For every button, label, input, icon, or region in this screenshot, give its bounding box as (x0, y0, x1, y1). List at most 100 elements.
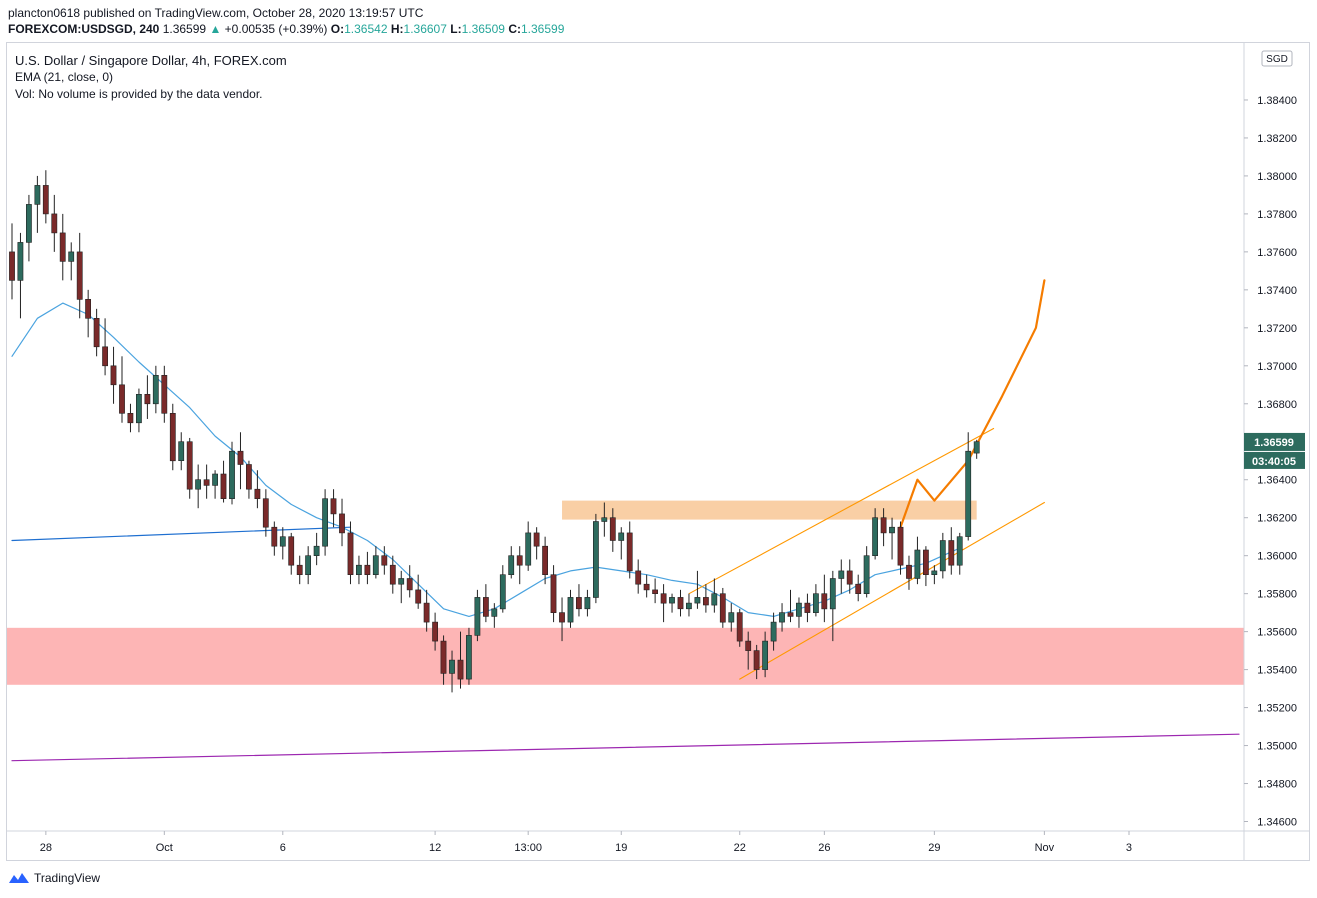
candle-down (533, 532, 540, 547)
candle-down (643, 583, 650, 591)
candle-down (457, 659, 464, 680)
candle-down (127, 412, 134, 424)
x-tick-label: 28 (40, 842, 52, 854)
candle-down (381, 555, 388, 566)
candle-down (59, 232, 66, 262)
candle-down (186, 441, 193, 490)
candle-down (246, 464, 252, 490)
candle-down (169, 412, 176, 462)
legend-ema[interactable]: EMA (21, close, 0) (15, 70, 114, 84)
candle-up (931, 570, 938, 576)
candle-up (305, 555, 311, 576)
candle-down (922, 549, 929, 576)
candle-down (144, 393, 151, 405)
y-tick-label: 1.35600 (1257, 627, 1297, 639)
close-label: C: (508, 22, 521, 36)
resistance-zone (562, 500, 977, 520)
low-label: L: (450, 22, 462, 36)
legend-volume[interactable]: Vol: No volume is provided by the data v… (15, 87, 263, 101)
x-tick-label: 13:00 (514, 842, 542, 854)
y-tick-label: 1.34800 (1257, 779, 1297, 791)
y-tick-label: 1.37400 (1257, 285, 1297, 297)
candle-down (220, 473, 227, 500)
candle-up (499, 574, 506, 610)
candle-up (508, 555, 515, 576)
candle-up (669, 597, 675, 604)
candle-up (889, 526, 895, 534)
candle-down (542, 545, 548, 576)
candle-down (559, 612, 565, 623)
y-tick-label: 1.35400 (1257, 665, 1297, 677)
candle-up (584, 597, 591, 610)
x-tick-label: 26 (818, 842, 830, 854)
symbol-label[interactable]: FOREXCOM:USDSGD, 240 (8, 22, 160, 36)
y-tick-label: 1.38400 (1257, 95, 1297, 107)
candle-down (787, 612, 794, 617)
candle-up (838, 570, 845, 579)
candle-down (364, 564, 371, 576)
candle-down (85, 298, 91, 319)
y-tick-label: 1.36200 (1257, 513, 1297, 525)
change-text: +0.00535 (+0.39%) (224, 22, 328, 36)
candle-up (313, 545, 320, 557)
candle-up (829, 578, 836, 610)
candle-down (51, 213, 58, 234)
y-tick-label: 1.37800 (1257, 209, 1297, 221)
candle-down (237, 450, 244, 465)
candle-down (855, 583, 862, 595)
candle-up (863, 555, 870, 595)
candle-up (398, 578, 405, 585)
candle-up (592, 521, 599, 598)
candle-up (322, 498, 328, 547)
candle-down (804, 602, 811, 613)
candle-down (339, 513, 345, 534)
countdown-badge (1244, 451, 1305, 469)
candle-up (618, 532, 625, 541)
change-arrow-icon: ▲ (209, 22, 222, 36)
candle-up (25, 204, 32, 243)
candle-down (42, 185, 49, 215)
legend-title[interactable]: U.S. Dollar / Singapore Dollar, 4h, FORE… (15, 53, 287, 68)
y-tick-label: 1.35200 (1257, 703, 1297, 715)
candle-down (897, 526, 904, 566)
candle-up (711, 593, 718, 606)
candle-down (482, 597, 489, 617)
candle-down (575, 597, 582, 610)
y-tick-label: 1.36000 (1257, 551, 1297, 563)
candle-up (956, 536, 963, 566)
channel-upper-line (688, 427, 995, 595)
y-tick-label: 1.38200 (1257, 133, 1297, 145)
candle-down (719, 593, 726, 623)
candle-up (465, 635, 472, 680)
candle-down (119, 384, 125, 414)
candle-down (516, 555, 523, 566)
candle-up (914, 549, 921, 579)
candle-down (948, 540, 955, 566)
open-value: 1.36542 (344, 22, 388, 36)
candle-down (288, 536, 295, 566)
x-tick-label: Oct (156, 842, 173, 854)
candle-up (34, 185, 41, 205)
low-value: 1.36509 (461, 22, 505, 36)
candle-up (491, 608, 498, 617)
candle-down (76, 251, 83, 300)
candle-down (736, 612, 743, 642)
candle-down (652, 589, 658, 595)
candle-down (906, 564, 912, 579)
tradingview-logo-icon (9, 873, 29, 883)
footer-brand[interactable]: TradingView (8, 871, 100, 885)
candle-down (389, 564, 396, 585)
open-label: O: (330, 22, 345, 36)
purple-trendline (11, 733, 1240, 762)
candle-up (229, 450, 235, 500)
candle-up (762, 640, 768, 670)
candle-down (626, 532, 633, 572)
candle-down (271, 526, 278, 547)
candle-up (779, 612, 785, 623)
close-value: 1.36599 (520, 22, 565, 36)
footer-brand-text: TradingView (34, 871, 101, 885)
high-label: H: (390, 22, 404, 36)
y-tick-label: 1.37000 (1257, 361, 1297, 373)
candle-down (406, 578, 413, 591)
